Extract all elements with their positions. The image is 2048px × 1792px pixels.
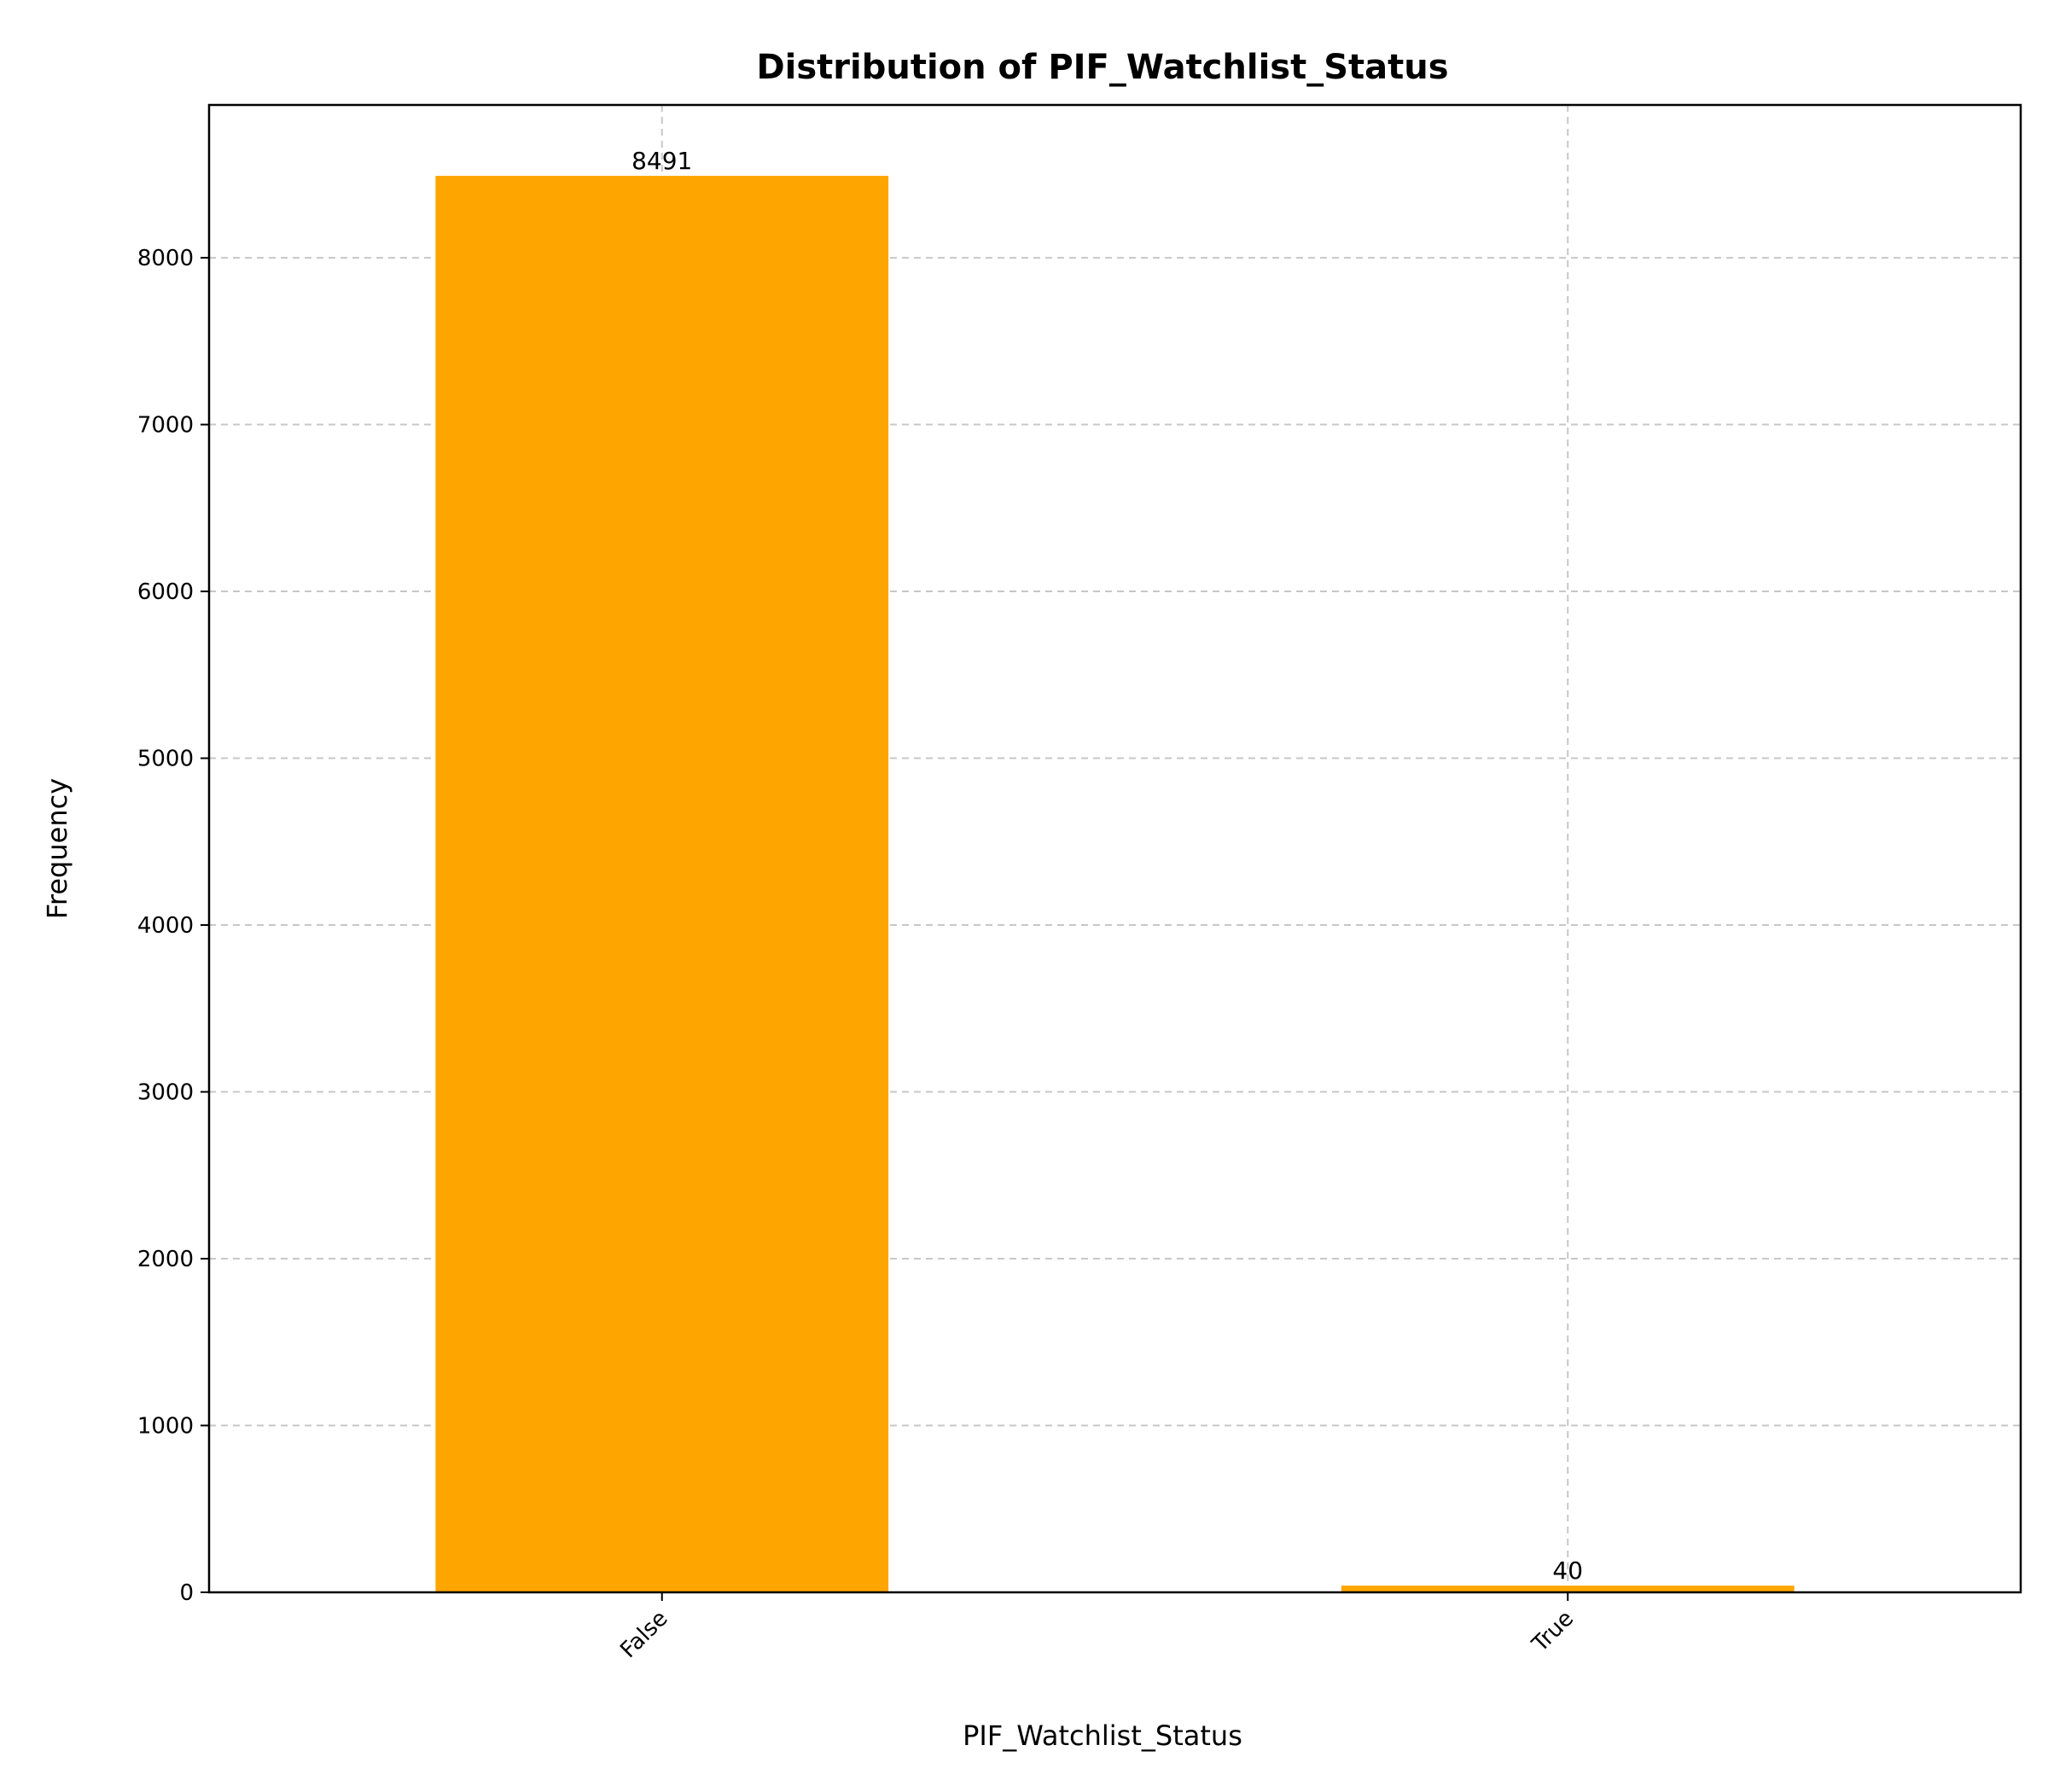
y-axis-label: Frequency: [41, 778, 73, 919]
bars: [435, 176, 1795, 1593]
x-axis-ticks: False True: [615, 1592, 1579, 1663]
y-tick-label: 7000: [137, 413, 194, 439]
data-label: 8491: [631, 147, 692, 175]
y-tick-label: 1000: [137, 1414, 194, 1440]
y-tick-label: 0: [179, 1580, 194, 1606]
y-tick-label: 5000: [137, 747, 194, 772]
chart-title: Distribution of PIF_Watchlist_Status: [756, 48, 1448, 87]
bar-false: [435, 176, 889, 1593]
y-axis-ticks: 0 1000 2000 3000 4000 5000 6000 7000 8000: [137, 246, 209, 1606]
plot-frame: [207, 103, 2022, 1594]
bar-true: [1341, 1585, 1795, 1592]
y-tick-label: 4000: [137, 913, 194, 939]
y-tick-label: 2000: [137, 1247, 194, 1272]
x-tick-label: True: [1527, 1606, 1579, 1658]
y-tick-label: 8000: [137, 246, 194, 271]
data-labels: 8491 40: [631, 147, 1583, 1585]
x-axis-label: PIF_Watchlist_Status: [963, 1719, 1242, 1752]
data-label: 40: [1552, 1556, 1583, 1585]
y-tick-label: 3000: [137, 1080, 194, 1106]
y-tick-label: 6000: [137, 579, 194, 605]
x-tick-label: False: [615, 1606, 672, 1663]
